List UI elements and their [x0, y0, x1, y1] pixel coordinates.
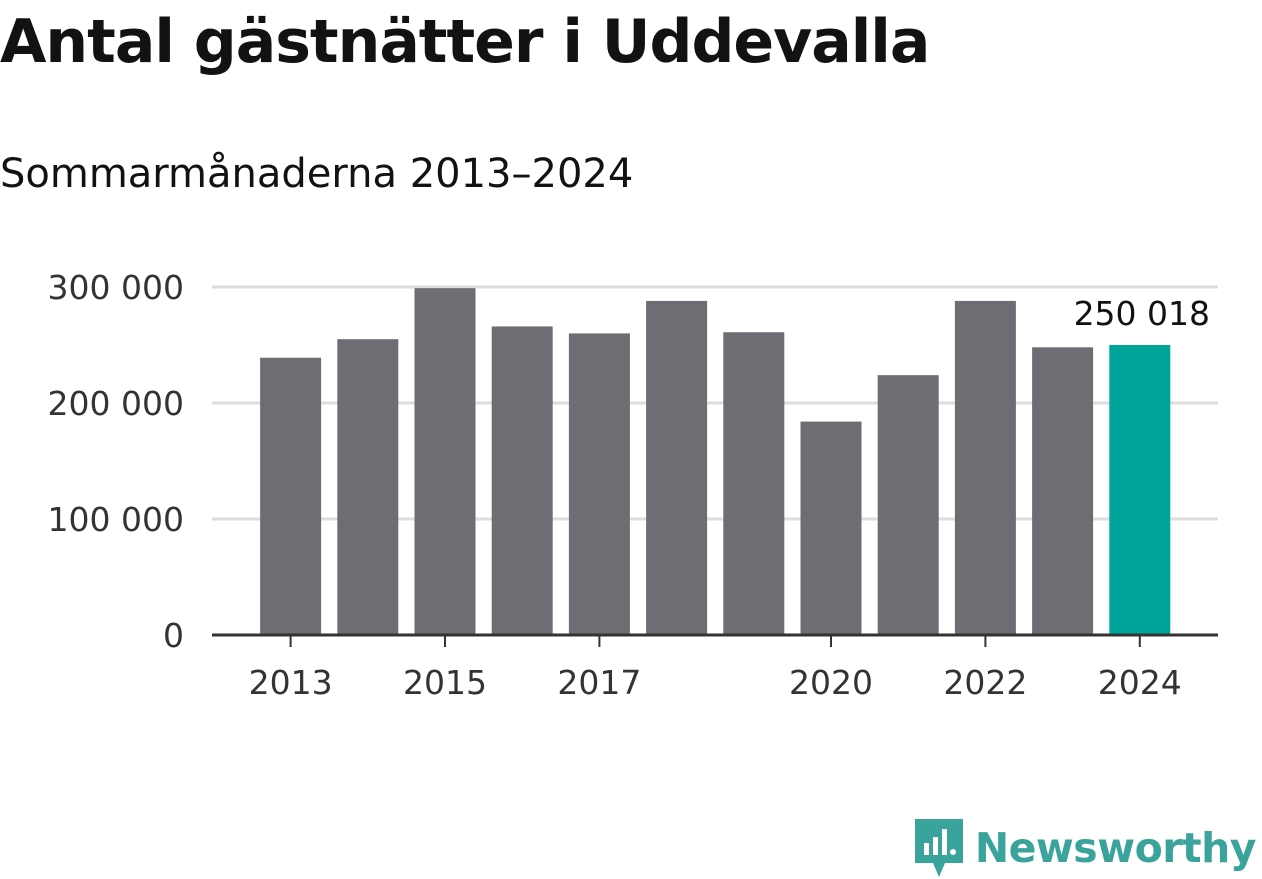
- bar-2024: [1109, 344, 1171, 635]
- y-tick-label: 200 000: [48, 384, 184, 423]
- y-tick-label: 0: [163, 616, 184, 655]
- bar-2023: [1032, 347, 1094, 635]
- x-tick-label: 2017: [557, 663, 641, 702]
- x-tick-label: 2015: [403, 663, 487, 702]
- x-tick-label: 2024: [1098, 663, 1182, 702]
- bar-2020: [800, 421, 862, 635]
- bar-2022: [954, 300, 1016, 635]
- bar-2013: [260, 357, 322, 635]
- newsworthy-logo-icon: [914, 819, 963, 877]
- y-tick-label: 300 000: [48, 268, 184, 307]
- brand-name: Newsworthy: [974, 824, 1257, 872]
- chart-title: Antal gästnätter i Uddevalla: [0, 7, 930, 77]
- bar-2014: [337, 339, 399, 635]
- y-tick-label: 100 000: [48, 500, 184, 539]
- bar-2021: [877, 375, 939, 635]
- data-label-2024: 250 018: [1074, 294, 1210, 333]
- bar-2016: [491, 326, 553, 635]
- bar-chart: 0 100 000 200 000 300 000 2013 2015 2017 2020 20…: [48, 268, 1218, 702]
- x-tick-label: 2013: [249, 663, 333, 702]
- x-tick-label: 2020: [789, 663, 873, 702]
- bar-2017: [568, 333, 630, 635]
- chart-subtitle: Sommarmånaderna 2013–2024: [0, 151, 634, 197]
- brand-logo: Newsworthy: [914, 817, 1257, 879]
- x-tick-label: 2022: [943, 663, 1027, 702]
- bar-2015: [414, 288, 476, 635]
- bar-2019: [723, 332, 785, 635]
- bar-2018: [646, 300, 708, 635]
